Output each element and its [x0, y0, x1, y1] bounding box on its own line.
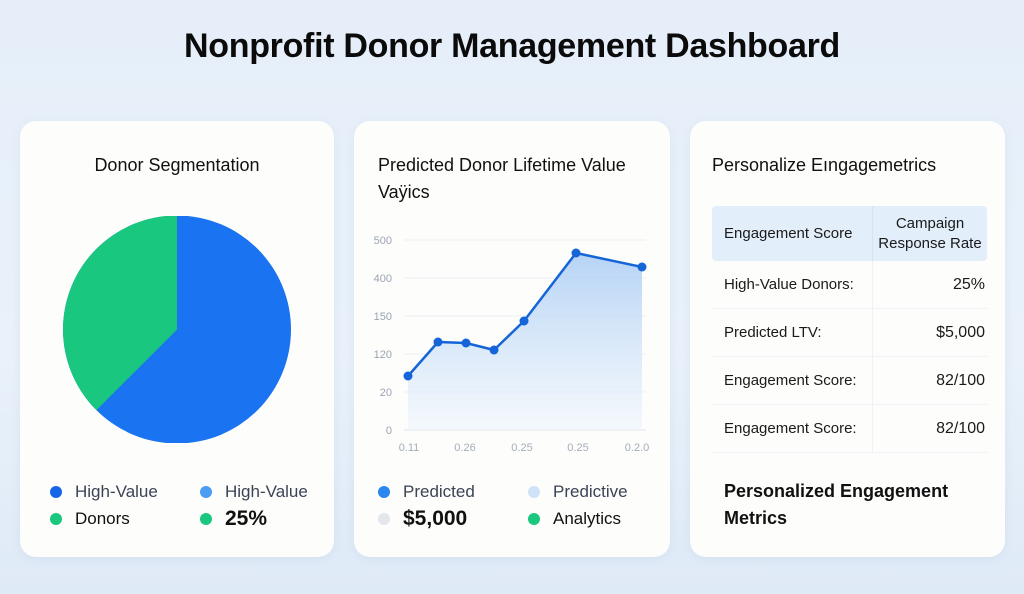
row-value: 82/100: [936, 371, 985, 389]
svg-text:0.25: 0.25: [567, 442, 588, 454]
donor-segmentation-card: Donor Segmentation High-Value High-Value…: [20, 121, 334, 557]
row-label: Predicted LTV:: [712, 309, 873, 356]
legend-dot-icon: [378, 512, 390, 525]
card-title: Donor Segmentation: [94, 155, 260, 175]
svg-text:0.25: 0.25: [511, 442, 532, 454]
column-header[interactable]: Engagement Score: [712, 206, 873, 261]
card-title: Predicted Donor Lifetime Value Vaÿics: [378, 155, 626, 202]
legend-label: Predictive: [553, 481, 628, 501]
table-row: Engagement Score: 82/100: [712, 405, 987, 453]
column-header[interactable]: Campaign Response Rate: [878, 214, 982, 252]
x-axis-labels: 0.11 0.26 0.25 0.25 0.2.0: [399, 442, 650, 454]
page-title: Nonprofit Donor Management Dashboard: [184, 27, 840, 65]
legend-value: $5,000: [403, 506, 468, 530]
legend-item: High-Value: [50, 481, 200, 502]
legend-dot-icon: [528, 485, 540, 498]
svg-text:150: 150: [374, 311, 392, 323]
area-fill: [408, 253, 642, 430]
legend-dot-icon: [200, 485, 212, 498]
legend-label: Donors: [75, 508, 130, 528]
card-title: Personalize Eıngagemetrics: [712, 155, 937, 175]
svg-text:120: 120: [374, 349, 392, 361]
legend-label: High-Value: [75, 481, 158, 501]
legend-label: Analytics: [553, 508, 622, 528]
data-point[interactable]: [461, 338, 471, 348]
legend-item: Predictive: [528, 481, 668, 502]
data-point[interactable]: [637, 262, 647, 272]
row-label: Engagement Score:: [712, 357, 873, 404]
data-point[interactable]: [489, 345, 499, 355]
svg-text:0.2.0: 0.2.0: [625, 442, 649, 454]
data-points: [403, 248, 647, 381]
legend-item: Donors: [50, 508, 200, 529]
row-value: 82/100: [936, 419, 985, 437]
data-point[interactable]: [571, 248, 581, 258]
svg-text:500: 500: [374, 235, 392, 247]
legend-label: Predicted: [403, 481, 475, 501]
engagement-card: Personalize Eıngagemetrics Engagement Sc…: [690, 121, 1005, 557]
table-row: Engagement Score: 82/100: [712, 357, 987, 405]
row-label: Engagement Score:: [712, 405, 873, 452]
row-value: 25%: [952, 275, 985, 293]
table-row: High-Value Donors: 25%: [712, 261, 987, 309]
y-axis-labels: 500 400 150 120 20 0: [374, 235, 392, 437]
lifetime-value-legend: Predicted Predictive $5,000 Analytics: [378, 481, 668, 530]
engagement-table: Engagement Score Campaign Response Rate …: [712, 206, 987, 453]
legend-value: 25%: [225, 506, 268, 530]
row-value: $5,000: [936, 323, 985, 341]
legend-item: Analytics: [528, 508, 668, 529]
legend-dot-icon: [50, 485, 62, 498]
svg-text:0.26: 0.26: [454, 442, 475, 454]
segmentation-legend: High-Value High-Value Donors 25%: [50, 481, 350, 530]
legend-dot-icon: [378, 485, 390, 498]
row-label: High-Value Donors:: [712, 261, 873, 308]
section-subtitle: Personalized Engagement Metrics: [724, 481, 949, 528]
legend-dot-icon: [50, 512, 62, 525]
legend-item: Predicted: [378, 481, 528, 502]
legend-dot-icon: [528, 512, 540, 525]
pie-slice-donors[interactable]: [63, 216, 177, 411]
legend-item: $5,000: [378, 506, 528, 530]
svg-text:0.11: 0.11: [399, 442, 420, 454]
svg-text:20: 20: [380, 387, 392, 399]
donor-segmentation-pie-chart: [63, 216, 291, 443]
table-row: Predicted LTV: $5,000: [712, 309, 987, 357]
data-point[interactable]: [433, 337, 443, 347]
data-point[interactable]: [519, 316, 529, 326]
legend-item: High-Value: [200, 481, 350, 502]
lifetime-value-card: Predicted Donor Lifetime Value Vaÿics 50…: [354, 121, 670, 557]
svg-text:400: 400: [374, 273, 392, 285]
svg-text:0: 0: [386, 425, 392, 437]
legend-dot-icon: [200, 512, 212, 525]
data-point[interactable]: [403, 371, 413, 381]
legend-item: 25%: [200, 506, 350, 530]
legend-label: High-Value: [225, 481, 308, 501]
table-header: Engagement Score Campaign Response Rate: [712, 206, 987, 261]
lifetime-value-line-chart: 500 400 150 120 20 0 0.11 0.26 0.25 0.25…: [374, 235, 650, 454]
